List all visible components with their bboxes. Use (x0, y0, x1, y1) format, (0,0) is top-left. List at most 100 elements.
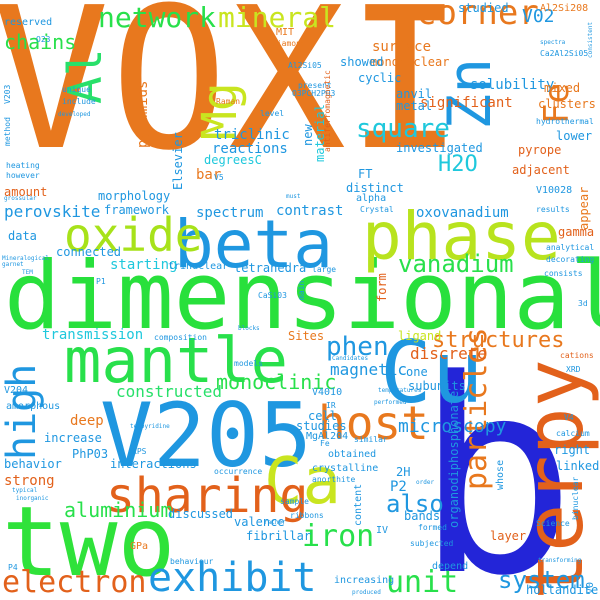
word-studied: studied (458, 1, 509, 15)
word-produced: produced (352, 589, 381, 596)
word-consists: consists (544, 269, 583, 278)
word-two: two (2, 486, 176, 598)
word-occurrence: occurrence (214, 467, 263, 476)
word-reactions: reactions (212, 141, 288, 157)
word-increasing: increasing (334, 575, 395, 586)
word-electron: electron (2, 565, 147, 600)
word-ca: Ca (264, 445, 342, 519)
word-also: also (386, 490, 444, 518)
word-obtained: obtained (328, 449, 377, 460)
word-p4: P4 (8, 563, 18, 572)
word-amorphous: amorphous (6, 401, 61, 412)
word-performed: performed (374, 399, 407, 406)
word-cell: cell (308, 409, 337, 423)
word-data: data (8, 229, 37, 243)
word-alpha: alpha (356, 193, 387, 204)
word-discrete: discrete (410, 344, 488, 363)
word-distinct: distinct (346, 181, 404, 195)
word-organodiphosphonate: organodiphosphonate (447, 390, 461, 528)
word-behavior: behavior (4, 457, 62, 471)
word-unique: unique (62, 85, 91, 94)
word-interactions: interactions (110, 457, 197, 471)
word-include: include (62, 97, 96, 106)
word-phase: phase (362, 198, 561, 275)
word-ribbons: ribbons (290, 511, 324, 520)
word-constructed: constructed (116, 382, 222, 401)
word-deep: deep (70, 413, 104, 429)
word-monoclinic: monoclinic (216, 370, 337, 394)
word-subjected: subjected (410, 539, 454, 548)
word-garnet: garnet (2, 261, 24, 268)
word-formed: formed (418, 523, 447, 532)
word-v10028: V10028 (536, 185, 573, 196)
word-cyclic: cyclic (358, 71, 402, 85)
word-surface: surface (372, 39, 432, 55)
word-phen: phen (326, 332, 389, 362)
word-starting: starting (110, 257, 178, 273)
word-antiferromagnetic: antiferromagnetic (323, 70, 332, 152)
word-however: however (6, 171, 40, 180)
word-ligand: ligand (398, 329, 442, 343)
word-strong: strong (4, 473, 55, 489)
word-large: large (312, 265, 337, 274)
word-oxide: oxide (64, 208, 203, 262)
word-degreesc: degreesC (204, 153, 262, 167)
word-host: host (318, 396, 429, 450)
word-calcium: calcium (556, 429, 590, 438)
word-subunits: subunits (408, 379, 466, 393)
word-casi03: CaSi03 (258, 291, 287, 300)
word-heating: heating (6, 161, 40, 170)
word-blocks: blocks (238, 325, 260, 332)
word-order: order (416, 479, 435, 486)
word-vanadium: vanadium (398, 250, 514, 278)
word-iv: IV (376, 525, 389, 536)
word-morphology: morphology (98, 189, 171, 203)
word-hollandite: hollandite (526, 583, 599, 597)
word-candidates: Candidates (332, 355, 369, 362)
word-whose: whose (495, 459, 506, 490)
word-present: present (298, 81, 332, 90)
word-chains: chains (4, 30, 77, 54)
word-gpa: GPa (130, 541, 149, 552)
word-typical: typical (12, 487, 38, 494)
word-sites: Sites (288, 329, 325, 343)
word-adjacent: adjacent (512, 163, 570, 177)
word-anorthite: anorthite (312, 475, 356, 484)
word-increase: increase (44, 431, 102, 445)
word-mixed: mixed (544, 81, 581, 95)
word-depend: depend (432, 561, 469, 572)
word-perovskite: perovskite (4, 202, 101, 221)
word-decorating: decorating (546, 255, 595, 264)
word-lower: lower (556, 129, 593, 143)
word-metal: metal (396, 99, 433, 113)
word-v4010: V4010 (312, 387, 343, 398)
word-grossular: grossular (4, 195, 37, 202)
word-results: results (536, 205, 570, 214)
word-transmission: transmission (42, 327, 144, 343)
word-magnetic: magnetic (330, 360, 408, 379)
word-developed: developed (58, 111, 91, 118)
word-php03: PhP03 (72, 447, 109, 461)
word-pyrope: pyrope (518, 143, 562, 157)
word-v203: V203 (3, 84, 12, 104)
word-mgal204: MgAl204 (306, 431, 349, 442)
word-valence: valence (234, 515, 285, 529)
word-2h: 2H (396, 465, 411, 479)
word-3d: 3d (578, 299, 588, 308)
word-layer: layer (490, 529, 527, 543)
word-trinuclear: trinuclear (168, 261, 229, 272)
word-right: right (554, 443, 591, 457)
word-exhibit: exhibit (148, 555, 317, 600)
word-structures: structures (432, 328, 565, 353)
word-triclinic: triclinic (214, 127, 290, 143)
word-rather: rather (264, 519, 286, 526)
word-similar: similar (354, 435, 388, 444)
word-reserved: reserved (4, 17, 53, 28)
word-dimensional: dimensional (4, 242, 600, 351)
word-square: square (356, 114, 450, 144)
word-solubility: solubility (470, 77, 555, 93)
word-consistent: consistent (587, 21, 594, 58)
word-aluminium: aluminium (64, 498, 173, 522)
word-tetrahedra: tetrahedra (234, 261, 307, 275)
word-framework: framework (104, 203, 170, 217)
